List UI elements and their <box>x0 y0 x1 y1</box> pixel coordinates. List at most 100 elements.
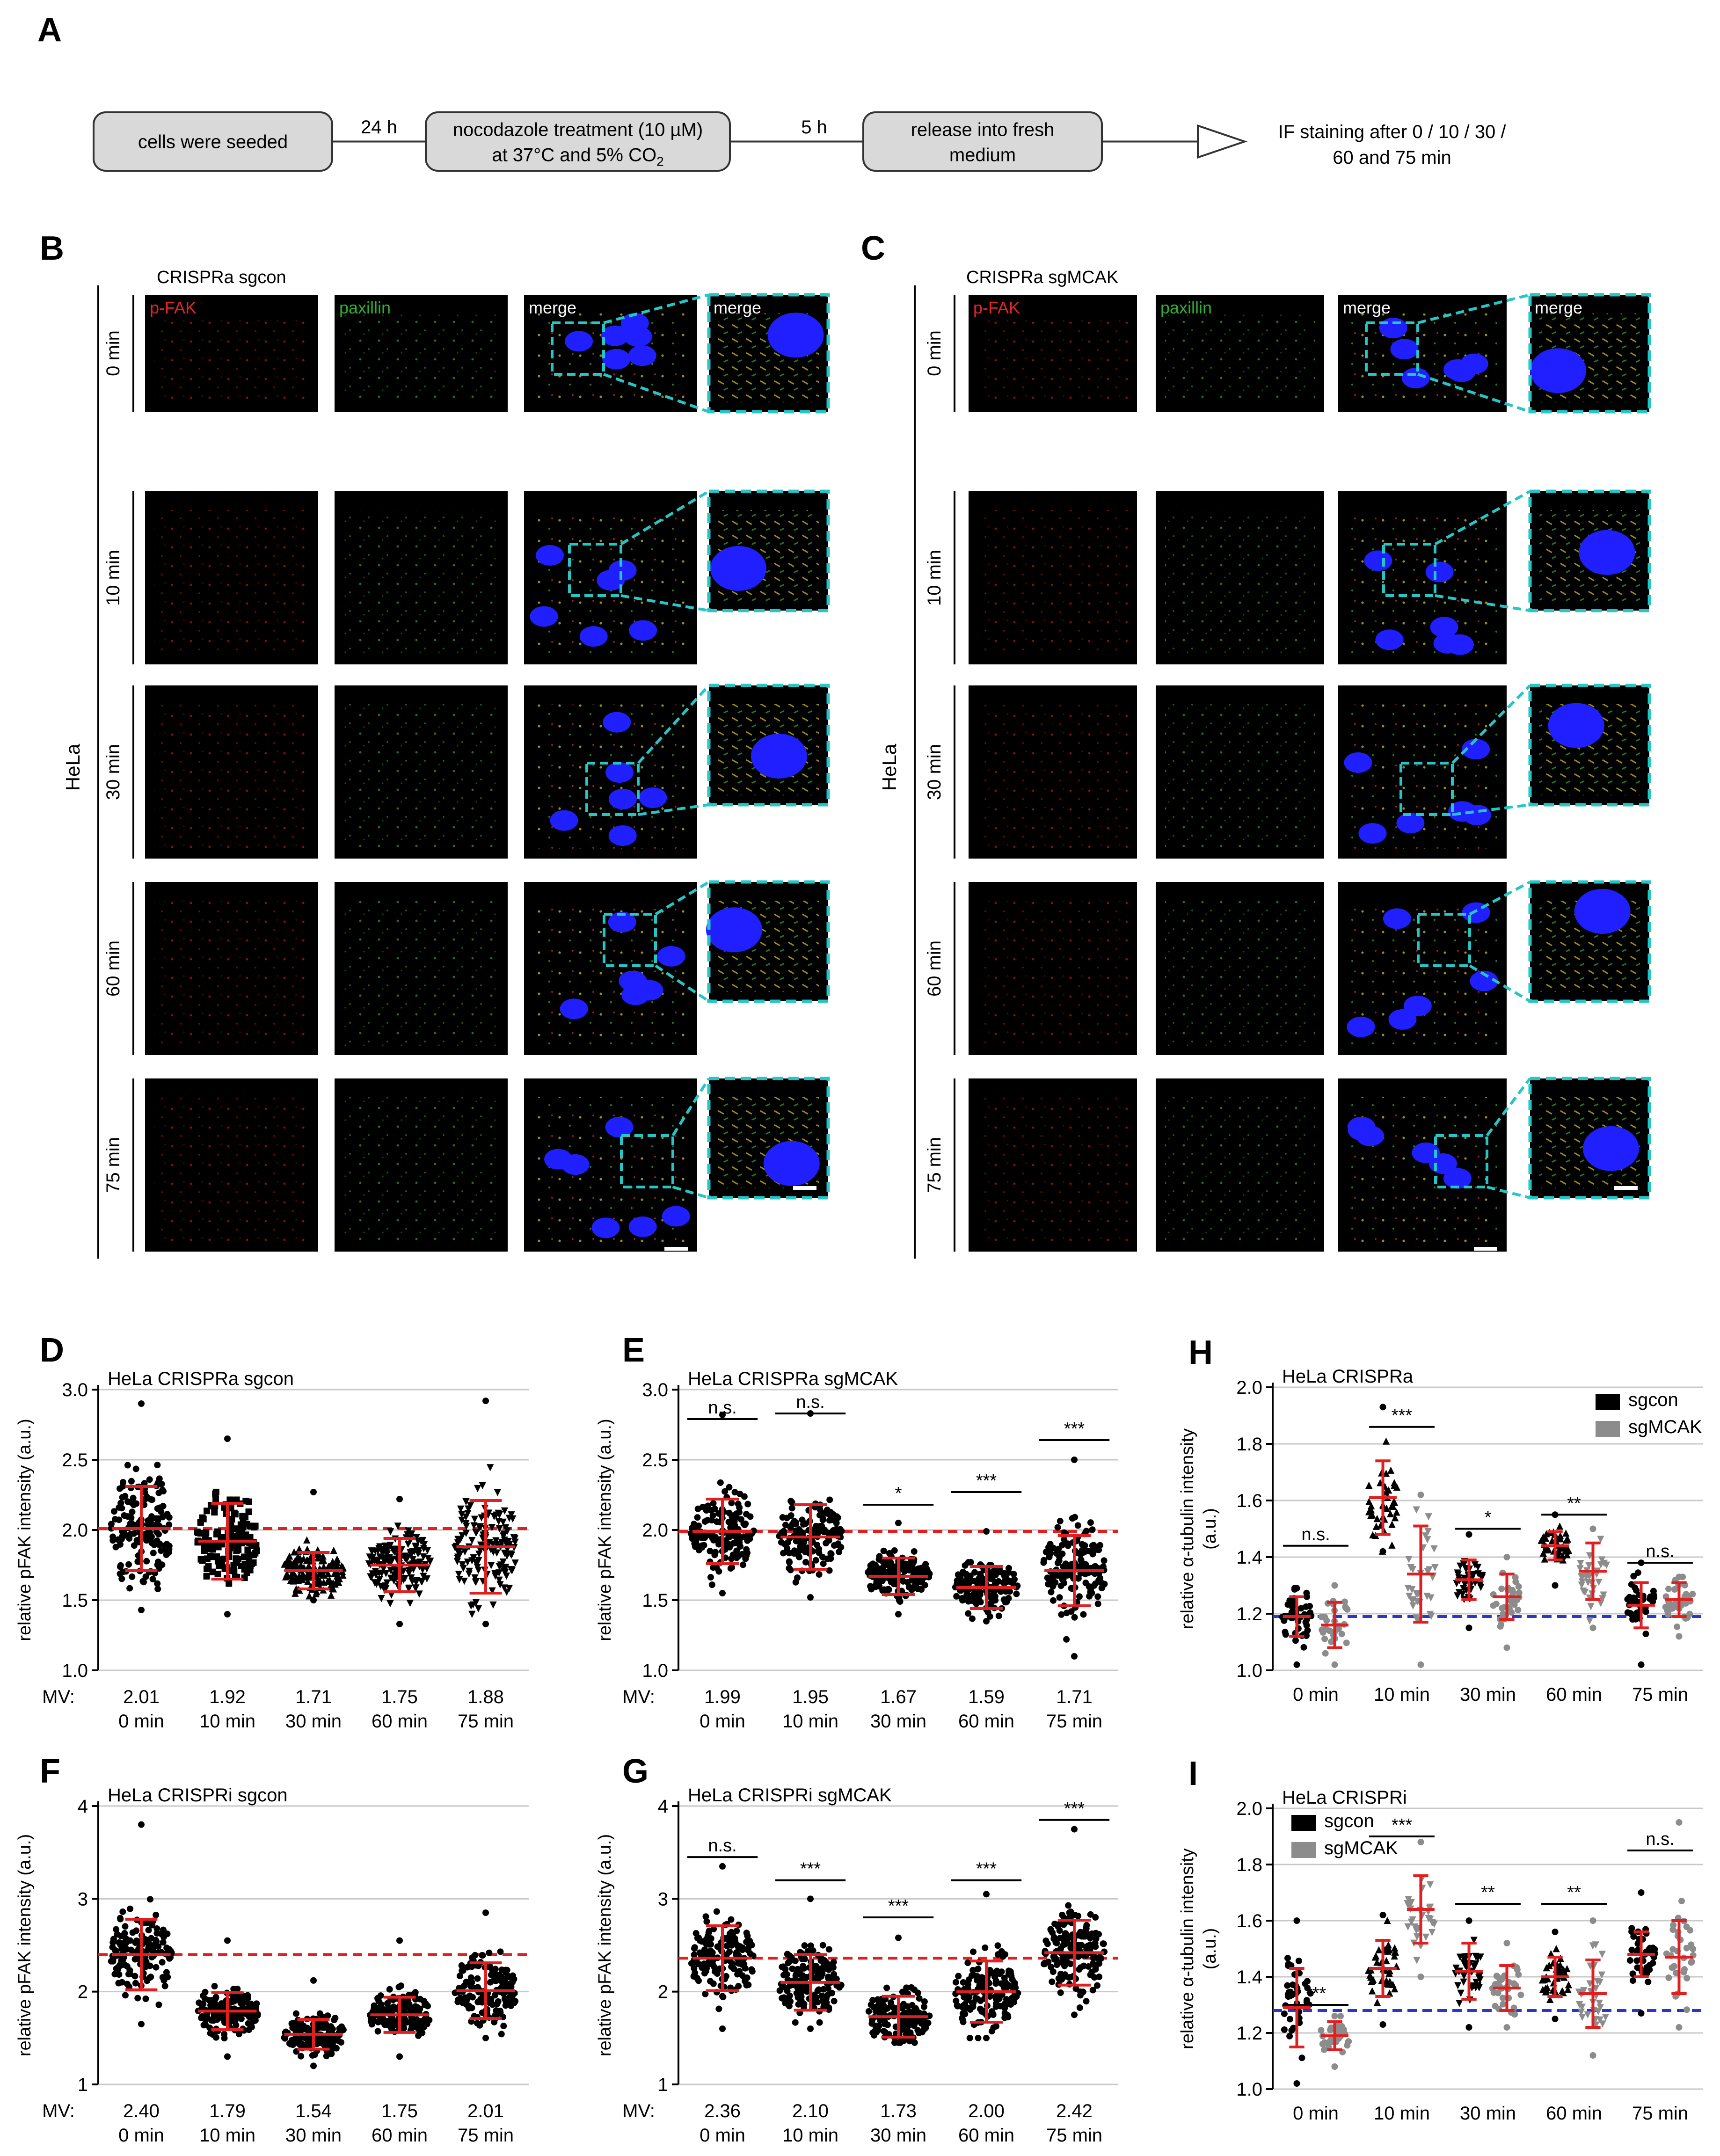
data-point <box>292 2010 299 2017</box>
data-point <box>969 1967 977 1974</box>
chart-title: HeLa CRISPRi <box>1282 1787 1407 1808</box>
data-point <box>889 2004 896 2011</box>
nucleus <box>629 620 657 641</box>
data-point <box>396 1621 403 1627</box>
arrow-label: 5 h <box>801 117 827 138</box>
micrograph-texture <box>1165 313 1315 402</box>
data-point <box>1367 1502 1375 1509</box>
data-point <box>975 1966 982 1973</box>
data-point <box>117 1500 124 1507</box>
data-point <box>1072 1985 1079 1992</box>
micro-title-c: CRISPRa sgMCAK <box>966 268 1118 287</box>
data-point <box>109 1939 117 1946</box>
data-point <box>1076 1593 1083 1600</box>
data-point <box>1049 1968 1057 1975</box>
data-point <box>126 1585 133 1592</box>
data-point <box>739 1946 746 1953</box>
data-point <box>1406 1593 1413 1600</box>
data-point <box>1076 1563 1083 1570</box>
data-point <box>1344 1606 1351 1613</box>
data-point <box>816 2019 823 2026</box>
data-point <box>488 1524 496 1531</box>
data-point <box>496 1525 503 1533</box>
x-tick-label: 0 min <box>1293 2103 1339 2124</box>
data-point <box>1379 1912 1386 1918</box>
data-point <box>830 1527 837 1534</box>
data-point <box>459 1967 466 1974</box>
data-point <box>1603 1561 1611 1569</box>
data-point <box>284 1555 292 1563</box>
data-point <box>709 1564 716 1571</box>
data-point <box>712 1533 719 1540</box>
data-point <box>1577 1573 1585 1581</box>
co2-subscript: 2 <box>656 154 664 169</box>
data-point <box>1596 1999 1603 2007</box>
data-point <box>153 1930 160 1937</box>
data-point <box>713 1908 720 1915</box>
data-point <box>820 1960 827 1967</box>
data-point <box>733 1949 740 1956</box>
zoom-line <box>1434 490 1531 546</box>
data-point <box>128 1478 135 1485</box>
data-point <box>468 1610 476 1618</box>
data-point <box>159 1486 166 1493</box>
data-point <box>1428 1929 1436 1936</box>
data-point <box>501 1507 509 1515</box>
panel-letter: D <box>40 1332 64 1369</box>
data-point <box>1676 2024 1683 2031</box>
data-point <box>197 1556 204 1563</box>
data-point <box>300 1564 308 1571</box>
data-point <box>467 1983 474 1990</box>
data-point <box>426 1558 434 1566</box>
mv-value: 2.36 <box>704 2101 741 2121</box>
data-point <box>1413 1933 1421 1941</box>
x-tick-label: 10 min <box>199 2125 255 2146</box>
data-point <box>306 1592 313 1600</box>
mv-label: MV: <box>622 2101 655 2121</box>
data-point <box>703 1918 710 1925</box>
data-point <box>497 1561 504 1569</box>
data-point <box>1040 1960 1047 1967</box>
data-point <box>1077 1964 1084 1971</box>
data-point <box>110 1508 117 1515</box>
data-point <box>1387 1466 1395 1474</box>
data-point <box>1586 1617 1594 1625</box>
data-point <box>1287 1993 1294 2000</box>
time-label: 75 min <box>103 1137 124 1193</box>
data-point <box>215 1562 222 1569</box>
nucleus <box>1425 561 1454 583</box>
data-point <box>1096 1973 1103 1980</box>
significance-label: *** <box>976 1471 997 1491</box>
data-point <box>966 1580 973 1587</box>
data-point <box>1085 1963 1092 1970</box>
data-point <box>312 1590 320 1597</box>
nucleus <box>662 1206 690 1227</box>
data-point <box>1671 1586 1678 1593</box>
data-point <box>875 1997 882 2004</box>
data-point <box>1087 1519 1094 1526</box>
data-point <box>482 1398 489 1404</box>
data-point <box>244 1992 251 1999</box>
data-point <box>726 1939 733 1946</box>
data-point <box>1645 1978 1652 1985</box>
data-point <box>722 1973 729 1980</box>
data-point <box>1373 1998 1381 2006</box>
data-point <box>784 1539 791 1546</box>
zoom-line <box>603 373 710 413</box>
data-point <box>880 1547 887 1554</box>
data-point <box>1046 1553 1053 1560</box>
mv-value: 1.73 <box>880 2101 917 2121</box>
mv-value: 1.71 <box>295 1687 332 1707</box>
data-point <box>456 1546 463 1554</box>
data-point <box>379 1583 387 1590</box>
time-label: 75 min <box>924 1137 945 1193</box>
data-point <box>1050 1953 1057 1960</box>
data-point <box>726 1484 733 1491</box>
data-point <box>1386 1978 1394 1985</box>
data-point <box>1303 1631 1310 1638</box>
data-point <box>141 1480 148 1487</box>
data-point <box>838 1544 845 1551</box>
data-point <box>387 2024 394 2031</box>
x-tick-label: 60 min <box>958 2125 1014 2146</box>
data-point <box>501 1584 508 1592</box>
